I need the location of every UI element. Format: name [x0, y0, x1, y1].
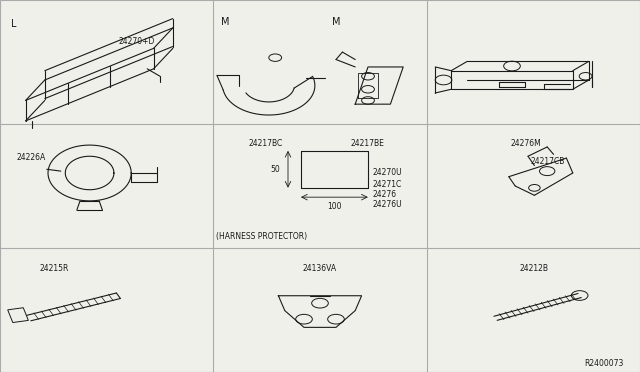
- Bar: [8, 308, 28, 323]
- Text: R2400073: R2400073: [584, 359, 624, 368]
- Text: 24276: 24276: [372, 190, 397, 199]
- Text: 24217CB: 24217CB: [531, 157, 565, 166]
- Text: 24271C: 24271C: [372, 180, 402, 189]
- Text: 24217BE: 24217BE: [351, 139, 384, 148]
- Text: 24270U: 24270U: [372, 169, 402, 177]
- Text: M: M: [221, 17, 229, 27]
- Text: (HARNESS PROTECTOR): (HARNESS PROTECTOR): [216, 232, 307, 241]
- Text: 24276U: 24276U: [372, 200, 402, 209]
- Text: 24226A: 24226A: [17, 153, 46, 162]
- Text: 24270+D: 24270+D: [118, 37, 155, 46]
- Text: 24215R: 24215R: [40, 264, 69, 273]
- Text: 24217BC: 24217BC: [248, 139, 283, 148]
- Text: 24276M: 24276M: [511, 139, 541, 148]
- Text: 24136VA: 24136VA: [303, 264, 337, 273]
- Text: M: M: [332, 17, 340, 27]
- Text: 24212B: 24212B: [520, 264, 549, 273]
- Text: 50: 50: [270, 165, 280, 174]
- Text: L: L: [11, 19, 17, 29]
- Text: 100: 100: [327, 202, 342, 211]
